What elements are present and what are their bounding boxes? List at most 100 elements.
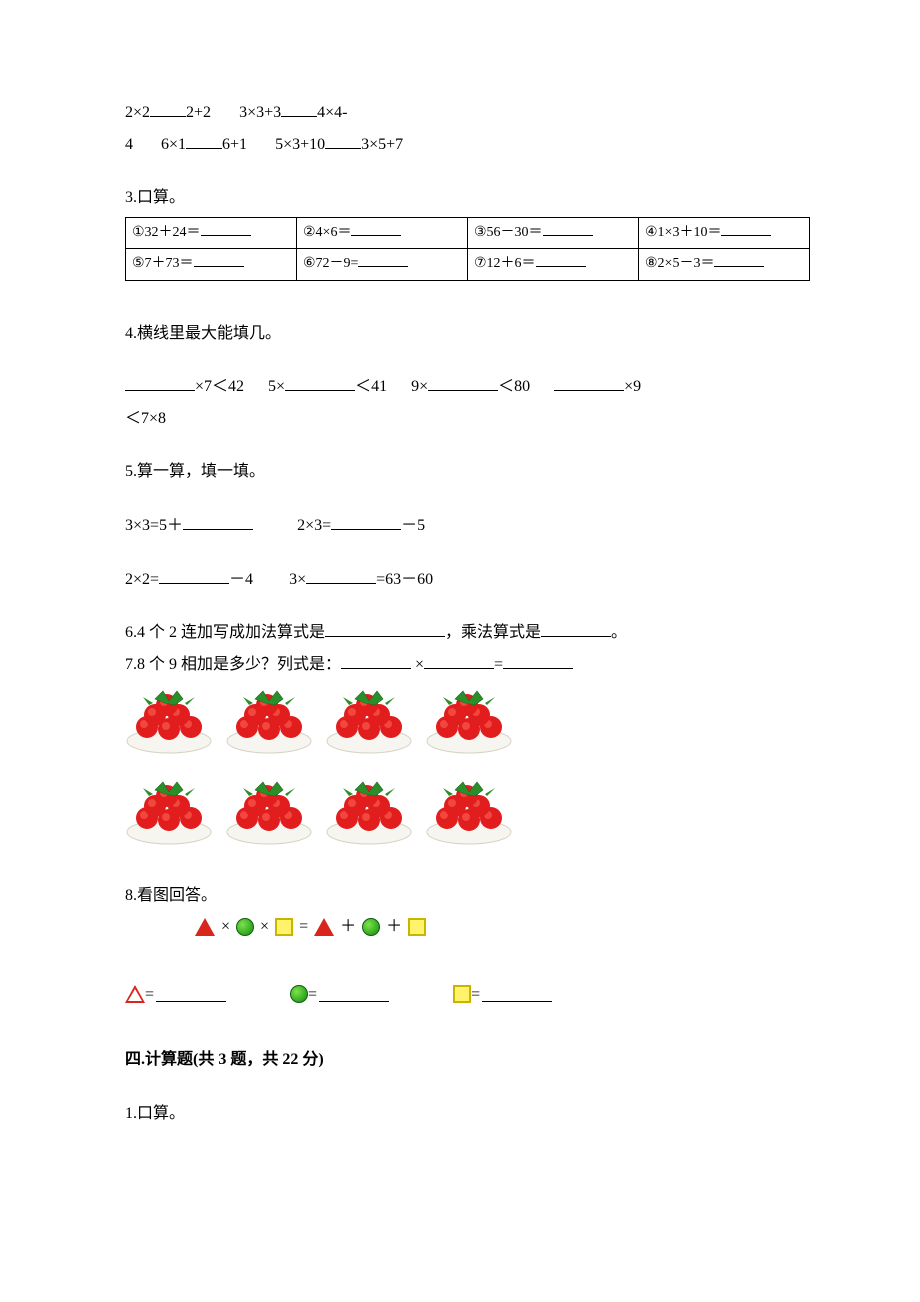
tomato-image <box>125 687 810 854</box>
times-icon: × <box>260 914 269 940</box>
blank <box>554 375 624 391</box>
text: 。 <box>611 624 627 641</box>
tomato-row <box>125 778 810 855</box>
equals: = <box>145 982 154 1008</box>
q2-l1-p4: 4×4- <box>317 104 347 121</box>
blank <box>186 133 222 149</box>
blank <box>281 101 317 117</box>
equals-icon: = <box>299 914 308 940</box>
square-icon <box>453 985 471 1003</box>
q8-answers: = = = <box>125 982 810 1008</box>
blank <box>159 568 229 584</box>
text: －5 <box>401 517 425 534</box>
square-icon <box>275 918 293 936</box>
triangle-icon <box>125 985 145 1003</box>
blank <box>714 253 764 267</box>
cell-text: ⑧2×5－3＝ <box>645 256 714 271</box>
blank <box>428 375 498 391</box>
q3-c4: ④1×3＋10＝ <box>639 217 810 248</box>
answer-circle: = <box>290 982 389 1008</box>
blank <box>424 653 494 669</box>
blank <box>721 222 771 236</box>
text: －4 <box>229 571 253 588</box>
blank <box>543 222 593 236</box>
q3-c5: ⑤7＋73＝ <box>126 249 297 280</box>
q3-c1: ①32＋24＝ <box>126 217 297 248</box>
equals: = <box>308 982 317 1008</box>
blank <box>319 986 389 1002</box>
blank <box>536 253 586 267</box>
q3-table: ①32＋24＝ ②4×6＝ ③56－30＝ ④1×3＋10＝ ⑤7＋73＝ ⑥7… <box>125 217 810 281</box>
blank <box>503 653 573 669</box>
blank <box>285 375 355 391</box>
q5-title: 5.算一算，填一填。 <box>125 459 810 485</box>
blank <box>201 222 251 236</box>
q5-row2: 2×2= －4 3× =63－60 <box>125 567 810 593</box>
tomato-plate-icon <box>425 778 513 855</box>
cell-text: ①32＋24＝ <box>132 225 201 240</box>
circle-icon <box>362 918 380 936</box>
circle-icon <box>290 985 308 1003</box>
tomato-row <box>125 687 810 764</box>
q2-line1: 2×2 2+2 3×3+3 4×4- <box>125 100 810 126</box>
answer-triangle: = <box>125 982 226 1008</box>
blank <box>325 621 445 637</box>
q2-l2-p2: 6×1 <box>161 136 186 153</box>
triangle-icon <box>195 918 215 936</box>
q2-line2: 4 6×16+1 5×3+103×5+7 <box>125 132 810 158</box>
blank <box>125 375 195 391</box>
text: 3× <box>289 571 306 588</box>
tomato-plate-icon <box>225 687 313 764</box>
blank <box>183 514 253 530</box>
q3-title: 3.口算。 <box>125 185 810 211</box>
text: = <box>494 656 503 673</box>
q4-title: 4.横线里最大能填几。 <box>125 321 810 347</box>
q3-c2: ②4×6＝ <box>297 217 468 248</box>
q5-row1: 3×3=5＋ 2×3=－5 <box>125 513 810 539</box>
q3-c7: ⑦12＋6＝ <box>468 249 639 280</box>
tomato-plate-icon <box>325 687 413 764</box>
q2-l1-p2: 2+2 <box>186 104 211 121</box>
cell-text: ②4×6＝ <box>303 225 351 240</box>
blank <box>194 253 244 267</box>
blank <box>341 653 411 669</box>
tomato-plate-icon <box>425 687 513 764</box>
q2-l2-p1: 4 <box>125 136 133 153</box>
table-row: ⑤7＋73＝ ⑥72－9= ⑦12＋6＝ ⑧2×5－3＝ <box>126 249 810 280</box>
text: 2×2= <box>125 571 159 588</box>
q6: 6.4 个 2 连加写成加法算式是 ，乘法算式是 。 <box>125 620 810 646</box>
cell-text: ③56－30＝ <box>474 225 543 240</box>
times-icon: × <box>221 914 230 940</box>
q4-line1: ×7＜42 5×＜41 9×＜80 ×9 <box>125 374 810 400</box>
blank <box>482 986 552 1002</box>
triangle-icon <box>314 918 334 936</box>
text: 7.8 个 9 相加是多少？列式是： <box>125 656 341 673</box>
text: × <box>411 656 424 673</box>
blank <box>150 101 186 117</box>
circle-icon <box>236 918 254 936</box>
section4-q1: 1.口算。 <box>125 1101 810 1127</box>
text: ×7＜42 <box>195 378 244 395</box>
plus-icon: ＋ <box>386 914 402 940</box>
q2-l1-p3: 3×3+3 <box>239 104 281 121</box>
text: ×9 <box>624 378 641 395</box>
q8-equation: × × = ＋ ＋ <box>125 914 810 940</box>
blank <box>325 133 361 149</box>
blank <box>351 222 401 236</box>
blank <box>306 568 376 584</box>
text: 3×3=5＋ <box>125 517 183 534</box>
cell-text: ⑥72－9= <box>303 256 358 271</box>
text: =63－60 <box>376 571 433 588</box>
q7: 7.8 个 9 相加是多少？列式是： × = <box>125 652 810 678</box>
square-icon <box>408 918 426 936</box>
answer-square: = <box>453 982 552 1008</box>
plus-icon: ＋ <box>340 914 356 940</box>
text: 9× <box>411 378 428 395</box>
section4-title: 四.计算题(共 3 题，共 22 分) <box>125 1047 810 1073</box>
text: 6.4 个 2 连加写成加法算式是 <box>125 624 325 641</box>
q3-c3: ③56－30＝ <box>468 217 639 248</box>
cell-text: ④1×3＋10＝ <box>645 225 721 240</box>
text: ，乘法算式是 <box>445 624 541 641</box>
q2-l1-p1: 2×2 <box>125 104 150 121</box>
tomato-plate-icon <box>125 778 213 855</box>
